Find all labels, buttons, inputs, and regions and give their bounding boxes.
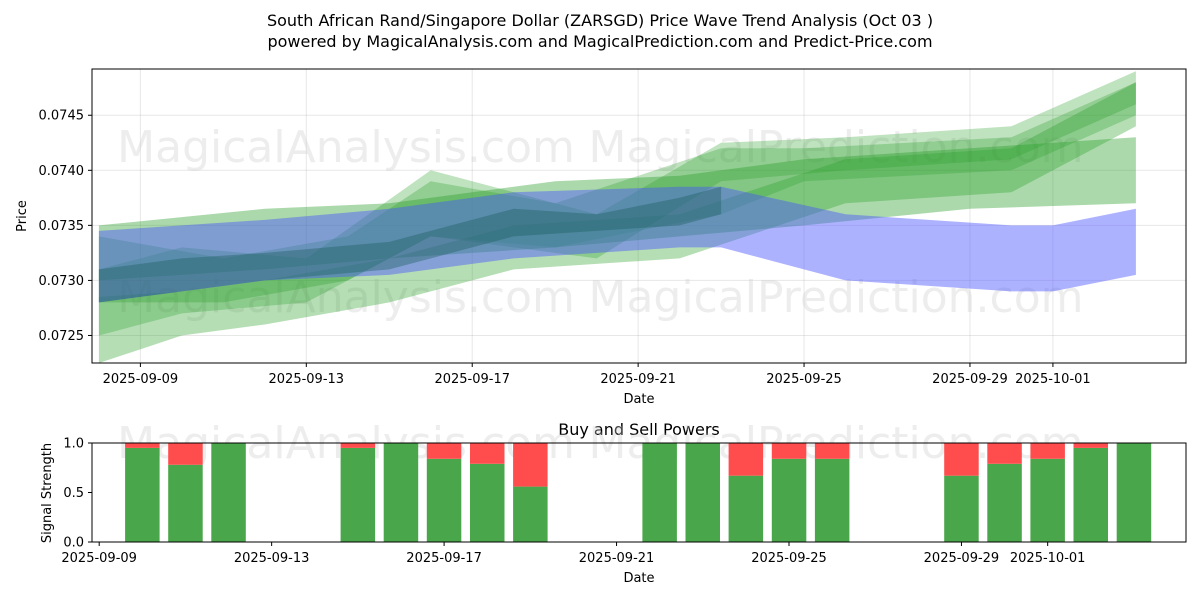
buy-sell-title: Buy and Sell Powers bbox=[558, 420, 720, 439]
dark-overlap-band bbox=[98, 186, 722, 303]
price-y-tick-label: 0.0745 bbox=[39, 109, 85, 124]
sell-power-bar bbox=[814, 443, 850, 459]
buy-power-bar bbox=[1030, 458, 1065, 542]
buy-sell-x-ticks: 2025-09-09 2025-09-13 2025-09-17 2025-09-21… bbox=[61, 542, 1085, 566]
buy-sell-x-axis-label: Date bbox=[623, 571, 654, 586]
buy-sell-x-tick-label: 2025-09-13 bbox=[234, 551, 310, 566]
buy-power-bar bbox=[1073, 447, 1108, 542]
buy-power-bar bbox=[211, 443, 246, 542]
sell-power-bar bbox=[1073, 443, 1108, 448]
sell-power-bar bbox=[470, 443, 505, 464]
buy-power-bar bbox=[168, 464, 203, 542]
watermark-magicalanalysis-top: MagicalAnalysis.com bbox=[117, 122, 575, 173]
buy-power-bar bbox=[426, 458, 462, 542]
buy-sell-x-tick-label: 2025-09-17 bbox=[406, 551, 482, 566]
sell-power-bar bbox=[340, 443, 376, 448]
wave-bands bbox=[98, 71, 1136, 363]
watermark-magicalprediction-top: MagicalPrediction.com bbox=[589, 122, 1084, 173]
price-x-tick-label: 2025-09-25 bbox=[766, 372, 842, 387]
green-wave-band-4 bbox=[98, 71, 1136, 336]
watermark-magicalanalysis-bottom: MagicalAnalysis.com bbox=[117, 272, 575, 323]
green-wave-band-3 bbox=[98, 137, 1136, 281]
sell-power-bar bbox=[168, 443, 203, 465]
price-x-axis-label: Date bbox=[623, 392, 654, 407]
sell-power-bar bbox=[125, 443, 160, 448]
price-y-ticks: 0.0725 0.0730 0.0735 0.0740 0.0745 bbox=[39, 109, 92, 344]
buy-power-bar bbox=[340, 447, 376, 542]
buy-sell-x-tick-label: 2025-10-01 bbox=[1010, 551, 1086, 566]
buy-power-bar bbox=[771, 458, 807, 542]
price-plot-watermarks: MagicalAnalysis.com MagicalPrediction.co… bbox=[117, 122, 1083, 323]
chart-title-line-2: powered by MagicalAnalysis.com and Magic… bbox=[267, 32, 932, 51]
price-y-tick-label: 0.0740 bbox=[39, 164, 85, 179]
price-y-tick-label: 0.0735 bbox=[39, 219, 85, 234]
price-plot-frame bbox=[92, 69, 1186, 363]
buy-power-bar bbox=[470, 463, 505, 542]
buy-sell-bars bbox=[125, 443, 1152, 542]
blue-wave-band bbox=[98, 186, 1136, 303]
buy-power-bar bbox=[814, 458, 850, 542]
sell-power-bar bbox=[513, 443, 548, 487]
price-x-ticks: 2025-09-09 2025-09-13 2025-09-17 2025-09-21… bbox=[103, 363, 1091, 387]
green-wave-band-2 bbox=[98, 82, 1136, 303]
price-plot-grid bbox=[92, 69, 1186, 363]
buy-power-bar bbox=[513, 486, 548, 542]
buy-sell-y-tick-label: 1.0 bbox=[63, 437, 84, 452]
buy-sell-x-tick-label: 2025-09-25 bbox=[751, 551, 827, 566]
buy-sell-x-tick-label: 2025-09-09 bbox=[61, 551, 137, 566]
buy-power-bar bbox=[1116, 443, 1152, 542]
buy-sell-y-tick-label: 0.5 bbox=[63, 486, 84, 501]
sell-power-bar bbox=[1030, 443, 1065, 459]
price-x-tick-label: 2025-09-21 bbox=[600, 372, 676, 387]
buy-power-bar bbox=[685, 443, 720, 542]
sell-power-bar bbox=[987, 443, 1022, 464]
buy-sell-y-tick-label: 0.0 bbox=[63, 536, 84, 551]
price-y-tick-label: 0.0725 bbox=[39, 329, 85, 344]
sell-power-bar bbox=[771, 443, 807, 459]
sell-power-bar bbox=[426, 443, 462, 459]
price-x-tick-label: 2025-10-01 bbox=[1015, 372, 1091, 387]
buy-sell-powers-plot: Buy and Sell Powers MagicalAnalysis.com … bbox=[40, 418, 1187, 586]
sell-power-bar bbox=[944, 443, 979, 476]
buy-power-bar bbox=[987, 463, 1022, 542]
buy-sell-y-axis-label: Signal Strength bbox=[40, 443, 55, 543]
price-plot-border bbox=[91, 68, 1187, 364]
buy-sell-y-ticks: 0.0 0.5 1.0 bbox=[63, 437, 92, 551]
buy-power-bar bbox=[944, 475, 979, 542]
chart-title-line-1: South African Rand/Singapore Dollar (ZAR… bbox=[267, 11, 933, 30]
price-wave-plot: MagicalAnalysis.com MagicalPrediction.co… bbox=[15, 68, 1187, 407]
buy-power-bar bbox=[383, 443, 419, 542]
buy-sell-x-tick-label: 2025-09-29 bbox=[924, 551, 1000, 566]
price-x-tick-label: 2025-09-13 bbox=[269, 372, 345, 387]
green-wave-band-1 bbox=[98, 82, 1136, 363]
sell-power-bar bbox=[728, 443, 764, 476]
price-x-tick-label: 2025-09-09 bbox=[103, 372, 179, 387]
price-x-tick-label: 2025-09-29 bbox=[932, 372, 1008, 387]
price-x-tick-label: 2025-09-17 bbox=[434, 372, 510, 387]
watermark-magicalprediction-bottom: MagicalPrediction.com bbox=[589, 272, 1084, 323]
buy-power-bar bbox=[642, 443, 677, 542]
price-y-tick-label: 0.0730 bbox=[39, 274, 85, 289]
buy-power-bar bbox=[125, 447, 160, 542]
price-y-axis-label: Price bbox=[15, 200, 30, 232]
buy-power-bar bbox=[728, 475, 764, 542]
buy-sell-x-tick-label: 2025-09-21 bbox=[579, 551, 655, 566]
